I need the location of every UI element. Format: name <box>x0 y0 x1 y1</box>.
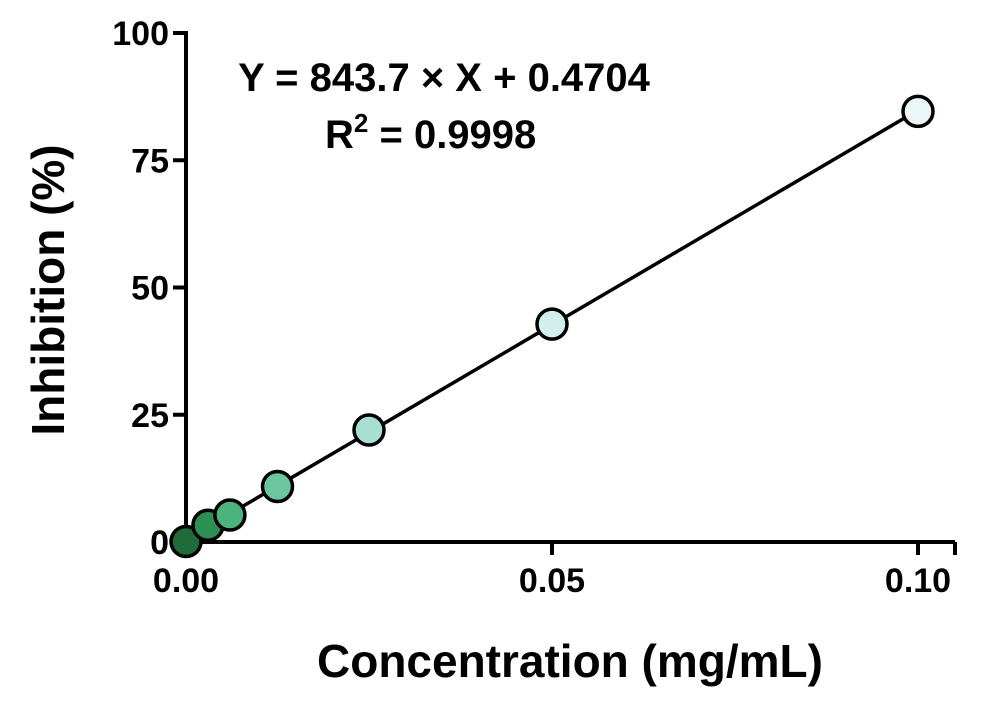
data-points <box>169 94 935 559</box>
x-tick-label: 0.10 <box>885 562 951 600</box>
y-tick-label: 75 <box>131 142 169 180</box>
data-point <box>535 307 569 341</box>
y-tick-label: 100 <box>112 15 169 53</box>
y-tick-label: 0 <box>150 524 169 562</box>
y-tick-label: 50 <box>131 270 169 308</box>
data-point <box>169 524 203 559</box>
r2-symbol: R <box>325 113 354 157</box>
data-point <box>260 469 295 504</box>
y-ticks: 0 25 50 75 100 <box>112 15 186 562</box>
r2-exponent: 2 <box>354 108 368 138</box>
y-tick-label: 25 <box>131 397 169 435</box>
x-ticks: 0.00 0.05 0.10 <box>153 542 957 600</box>
r2-value: = 0.9998 <box>368 113 536 157</box>
x-tick-label: 0.00 <box>153 562 219 600</box>
x-axis-title: Concentration (mg/mL) <box>317 635 823 687</box>
r2-label: R2 = 0.9998 <box>325 108 536 157</box>
equation-label: Y = 843.7 × X + 0.4704 <box>238 56 651 100</box>
data-point <box>901 94 935 129</box>
x-tick-label: 0.05 <box>519 562 585 600</box>
axes <box>184 31 955 544</box>
y-axis-title: Inhibition (%) <box>22 144 74 435</box>
data-point <box>213 498 247 532</box>
data-point <box>352 413 386 447</box>
